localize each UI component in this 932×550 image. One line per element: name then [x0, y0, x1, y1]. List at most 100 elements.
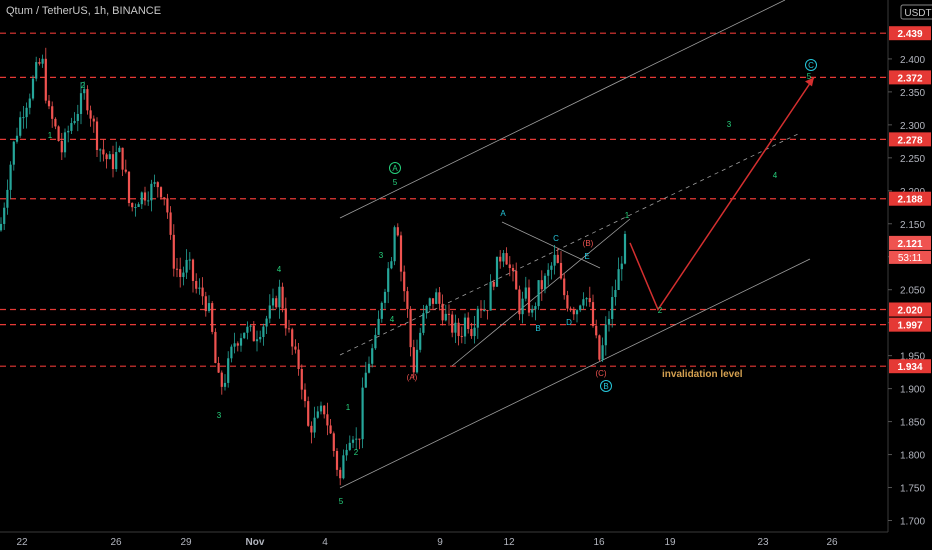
- candle-down: [505, 253, 508, 265]
- wave-label: 1: [346, 403, 351, 412]
- currency-badge-label: USDT: [904, 8, 931, 19]
- candle-up: [371, 348, 374, 364]
- price-tick-label: 2.300: [900, 121, 925, 132]
- candle-down: [217, 363, 220, 373]
- wave-label: E: [584, 252, 589, 261]
- wave-label: B: [535, 324, 540, 333]
- candle-down: [460, 336, 463, 338]
- candle-up: [227, 358, 230, 383]
- wave-label: 2: [81, 81, 86, 90]
- candle-up: [3, 207, 6, 224]
- candle-up: [415, 349, 419, 373]
- candle-down: [175, 268, 179, 270]
- candle-up: [147, 200, 150, 202]
- price-level-label: 2.188: [897, 195, 922, 206]
- candle-up: [435, 292, 438, 304]
- candle-up: [620, 263, 623, 270]
- candle-up: [271, 298, 275, 306]
- channel-lower-line: [339, 258, 811, 489]
- price-axis[interactable]: 2.4002.3502.3002.2502.2002.1502.1002.050…: [887, 0, 932, 532]
- candle-down: [441, 303, 444, 321]
- candle-up: [537, 280, 540, 307]
- candle-down: [588, 298, 591, 303]
- horizontal-levels-layer: [0, 32, 888, 367]
- candle-up: [188, 259, 191, 261]
- candle-up: [582, 299, 585, 306]
- candle-up: [246, 326, 249, 333]
- time-tick-label: Nov: [246, 537, 265, 548]
- candle-up: [604, 324, 607, 346]
- candle-down: [284, 308, 287, 329]
- candle-down: [566, 295, 569, 309]
- candle-up: [575, 310, 579, 315]
- candle-up: [351, 439, 355, 443]
- candle-down: [339, 469, 342, 479]
- candle-down: [191, 259, 195, 282]
- candle-up: [601, 345, 604, 360]
- candle-down: [499, 256, 502, 262]
- candle-up: [137, 204, 140, 208]
- wave-label-circle: [600, 380, 612, 392]
- wave-label: 1: [48, 131, 53, 140]
- invalidation-label: invalidation level: [662, 369, 743, 380]
- candle-down: [287, 328, 291, 330]
- candle-up: [550, 265, 553, 270]
- candle-down: [57, 126, 60, 142]
- candle-up: [6, 189, 9, 208]
- candle-up: [76, 113, 79, 121]
- candle-up: [617, 269, 620, 290]
- candle-up: [25, 107, 28, 118]
- candle-down: [486, 310, 489, 312]
- candle-up: [476, 308, 479, 328]
- candle-up: [444, 313, 447, 321]
- time-tick-label: 23: [757, 537, 769, 548]
- candle-down: [291, 329, 294, 347]
- candle-up: [12, 141, 15, 165]
- price-tick-label: 1.850: [900, 418, 925, 429]
- candle-down: [527, 287, 531, 313]
- time-tick-label: 22: [16, 537, 28, 548]
- candle-up: [377, 318, 380, 335]
- candle-down: [121, 147, 124, 170]
- candle-down: [44, 58, 47, 101]
- candle-up: [579, 305, 582, 311]
- wave-label: D: [566, 318, 572, 327]
- candle-down: [396, 227, 399, 236]
- candle-down: [399, 235, 403, 272]
- time-tick-label: 4: [322, 537, 328, 548]
- candle-up: [374, 334, 377, 349]
- candle-down: [332, 433, 335, 452]
- candle-up: [150, 183, 153, 201]
- price-level-badge: [889, 132, 931, 147]
- candle-up: [547, 269, 550, 276]
- candle-down: [559, 262, 563, 279]
- wave-label: 2: [658, 306, 663, 315]
- price-level-badge: [889, 26, 931, 41]
- candle-down: [54, 118, 57, 127]
- candle-down: [89, 110, 92, 119]
- candle-up: [41, 58, 44, 64]
- candle-up: [182, 272, 185, 278]
- candle-down: [252, 325, 255, 342]
- price-level-badge: [889, 317, 931, 332]
- candle-down: [563, 278, 566, 296]
- annotations-layer: invalidation level: [662, 369, 743, 380]
- price-tick-label: 2.150: [900, 220, 925, 231]
- candle-down: [572, 310, 575, 315]
- candle-down: [300, 369, 303, 390]
- time-tick-label: 16: [593, 537, 605, 548]
- candle-up: [153, 182, 156, 184]
- candle-down: [403, 271, 406, 292]
- time-axis[interactable]: 22 26 29 Nov 4 9 12 16 19 23 26: [0, 531, 888, 548]
- wave-labels-layer: 1 2 3 4 5 1 2 3 4 5 A (A) A B C D E (B) (C) B 1 2 3 4 5 C: [48, 59, 817, 506]
- candle-down: [591, 302, 595, 326]
- wave-label: 2: [354, 448, 359, 457]
- candle-up: [79, 93, 83, 114]
- candle-down: [60, 141, 63, 153]
- price-tick-label: 2.400: [900, 55, 925, 66]
- candle-up: [265, 318, 268, 327]
- candle-down: [131, 203, 134, 208]
- candle-up: [35, 62, 38, 79]
- candle-up: [553, 254, 556, 266]
